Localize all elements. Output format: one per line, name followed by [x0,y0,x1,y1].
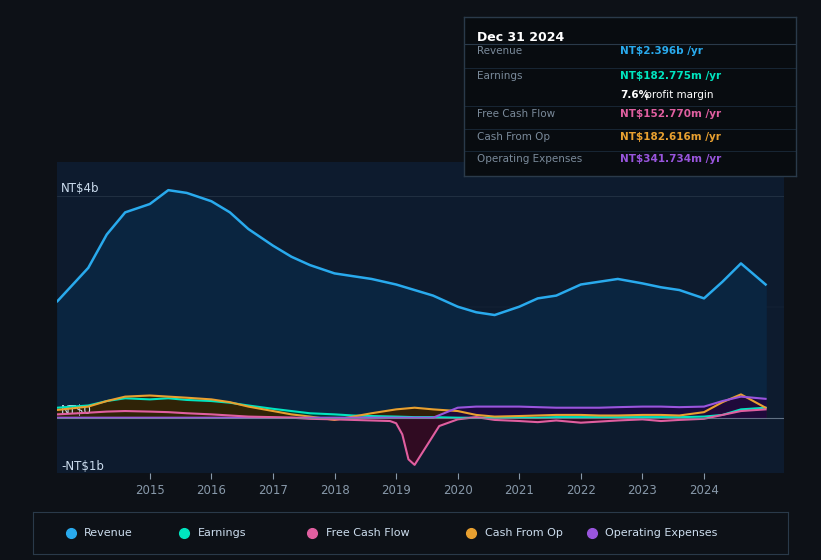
Text: NT$152.770m /yr: NT$152.770m /yr [620,109,722,119]
Text: NT$182.775m /yr: NT$182.775m /yr [620,71,722,81]
Text: NT$2.396b /yr: NT$2.396b /yr [620,45,703,55]
Text: -NT$1b: -NT$1b [61,460,104,473]
Text: NT$4b: NT$4b [61,181,99,194]
Text: NT$182.616m /yr: NT$182.616m /yr [620,132,721,142]
Text: Dec 31 2024: Dec 31 2024 [477,31,564,44]
Text: Free Cash Flow: Free Cash Flow [477,109,555,119]
Text: NT$0: NT$0 [61,404,92,417]
Text: Cash From Op: Cash From Op [477,132,550,142]
Text: Revenue: Revenue [477,45,522,55]
Text: Free Cash Flow: Free Cash Flow [326,529,410,538]
Text: Operating Expenses: Operating Expenses [477,154,582,164]
Text: Cash From Op: Cash From Op [484,529,562,538]
Text: 7.6%: 7.6% [620,90,649,100]
Text: Operating Expenses: Operating Expenses [605,529,718,538]
Text: Earnings: Earnings [198,529,246,538]
Text: profit margin: profit margin [642,90,713,100]
Text: NT$341.734m /yr: NT$341.734m /yr [620,154,722,164]
Text: Earnings: Earnings [477,71,523,81]
Text: Revenue: Revenue [85,529,133,538]
